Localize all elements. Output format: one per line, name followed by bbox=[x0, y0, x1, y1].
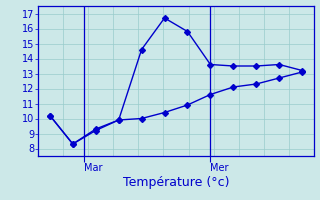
X-axis label: Température (°c): Température (°c) bbox=[123, 176, 229, 189]
